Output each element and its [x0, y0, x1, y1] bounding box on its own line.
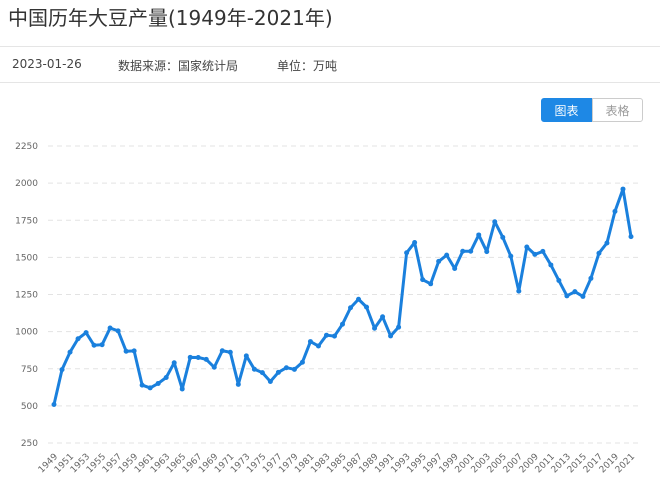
- data-point: [203, 356, 209, 362]
- data-point: [468, 248, 474, 254]
- data-point: [500, 234, 506, 240]
- data-point: [91, 342, 97, 348]
- data-point: [251, 366, 257, 372]
- data-point: [187, 354, 193, 360]
- data-point: [267, 379, 273, 385]
- data-point: [524, 244, 530, 250]
- data-point: [275, 369, 281, 375]
- data-point: [564, 293, 570, 299]
- data-point: [404, 250, 410, 256]
- data-point: [235, 381, 241, 387]
- data-point: [540, 248, 546, 254]
- data-point: [315, 343, 321, 349]
- chart-button[interactable]: 图表: [541, 98, 592, 122]
- data-point: [484, 249, 490, 255]
- data-point: [75, 336, 81, 342]
- divider: [0, 46, 660, 47]
- data-point: [147, 385, 153, 391]
- data-point: [195, 354, 201, 360]
- data-point: [420, 277, 426, 283]
- table-button[interactable]: 表格: [592, 98, 643, 122]
- page-title: 中国历年大豆产量(1949年-2021年): [8, 6, 333, 30]
- data-point: [67, 349, 73, 355]
- data-point: [179, 386, 185, 392]
- data-point: [452, 266, 458, 272]
- data-point: [356, 296, 362, 302]
- data-point: [340, 321, 345, 327]
- data-point: [99, 342, 105, 348]
- data-point: [307, 339, 313, 345]
- data-point: [259, 370, 265, 376]
- y-tick-label: 1000: [15, 328, 38, 338]
- data-point: [436, 258, 442, 264]
- data-point: [348, 305, 354, 311]
- data-point: [59, 367, 65, 373]
- data-point: [612, 208, 618, 214]
- y-tick-label: 500: [21, 402, 38, 412]
- data-line: [52, 187, 633, 405]
- data-point: [460, 248, 466, 254]
- data-point: [283, 365, 289, 371]
- data-point: [139, 382, 145, 388]
- data-point: [596, 250, 602, 256]
- data-point: [51, 402, 57, 408]
- chart: 2505007501000125015001750200022501949195…: [15, 142, 640, 475]
- y-tick-label: 750: [21, 365, 38, 375]
- data-point: [492, 219, 498, 225]
- data-point: [115, 328, 121, 334]
- y-tick-label: 250: [21, 439, 38, 449]
- data-point: [412, 240, 418, 246]
- data-point: [163, 375, 169, 381]
- data-point: [620, 186, 626, 192]
- data-point: [508, 253, 514, 259]
- y-tick-label: 1250: [15, 291, 38, 301]
- data-point: [388, 333, 394, 339]
- data-point: [299, 359, 305, 365]
- data-point: [532, 251, 538, 257]
- data-point: [227, 349, 233, 355]
- data-point: [211, 364, 217, 370]
- data-point: [604, 240, 610, 246]
- date: 2023-01-26: [12, 57, 82, 71]
- y-tick-label: 2250: [15, 142, 38, 152]
- data-point: [372, 325, 378, 331]
- data-point: [516, 288, 522, 294]
- unit: 单位：万吨: [277, 59, 338, 73]
- data-point: [364, 304, 370, 310]
- data-point: [396, 324, 402, 330]
- data-point: [580, 293, 586, 299]
- data-point: [548, 262, 554, 268]
- data-point: [428, 281, 434, 287]
- data-point: [476, 232, 482, 238]
- y-tick-label: 2000: [15, 179, 38, 189]
- data-point: [588, 275, 594, 281]
- data-point: [83, 330, 89, 336]
- data-point: [444, 252, 450, 258]
- divider: [0, 82, 660, 83]
- data-point: [572, 289, 578, 295]
- data-point: [107, 325, 113, 331]
- y-tick-label: 1500: [15, 253, 38, 263]
- data-point: [628, 234, 634, 240]
- data-point: [291, 366, 297, 372]
- data-point: [219, 348, 225, 354]
- source: 数据来源：国家统计局: [118, 59, 239, 73]
- data-point: [323, 332, 329, 338]
- data-point: [123, 348, 129, 354]
- y-tick-label: 1750: [15, 216, 38, 226]
- data-point: [155, 380, 161, 386]
- data-point: [131, 348, 137, 354]
- data-point: [243, 353, 249, 359]
- data-point: [556, 278, 562, 284]
- data-point: [331, 333, 337, 339]
- data-point: [171, 360, 177, 366]
- data-point: [380, 314, 386, 320]
